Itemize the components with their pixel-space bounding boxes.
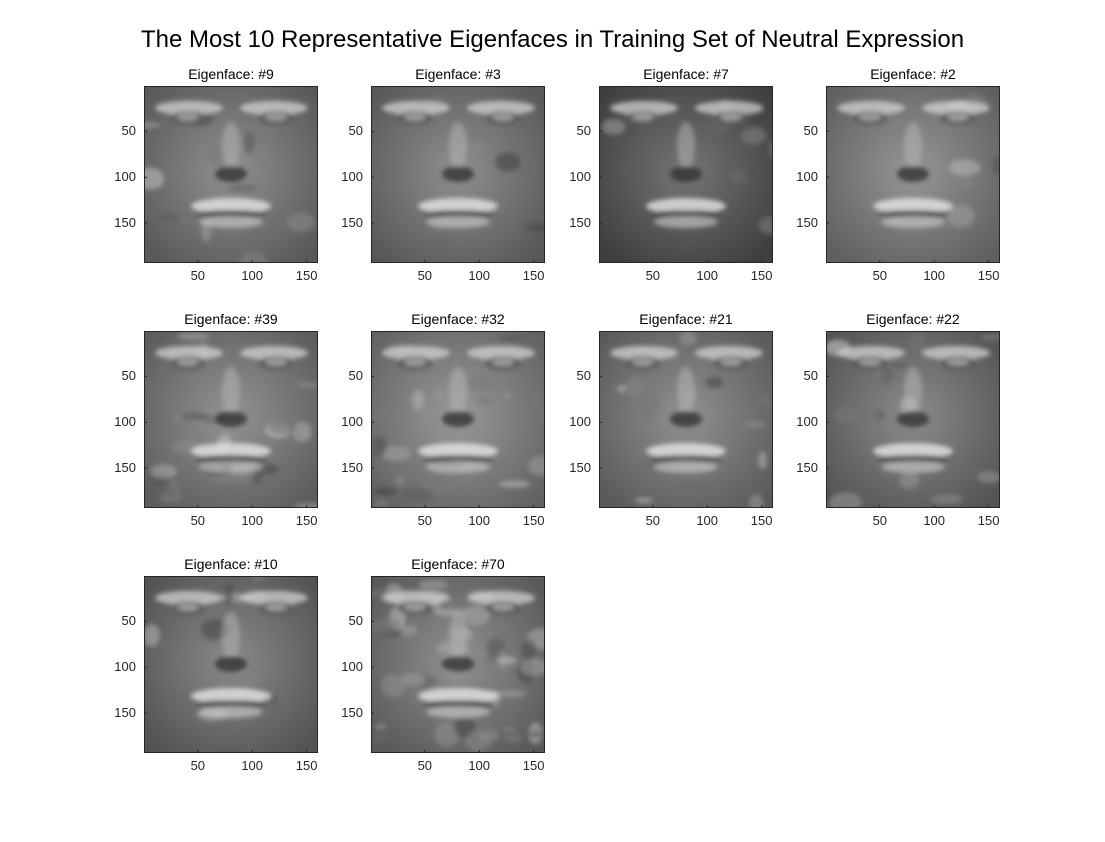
panel-title: Eigenface: #22 (866, 311, 960, 327)
eigenface-image (144, 331, 318, 508)
eigenface-panel: Eigenface: #21 50 100 150 50 100 150 (539, 311, 799, 541)
eigenface-image (371, 576, 545, 753)
panel-title: Eigenface: #3 (415, 66, 501, 82)
x-tick-label: 150 (295, 758, 318, 773)
y-tick-label: 100 (341, 169, 363, 185)
panel-title: Eigenface: #70 (411, 556, 505, 572)
x-tick-label: 50 (190, 268, 206, 283)
x-tick-label: 100 (923, 268, 946, 283)
x-tick-label: 100 (696, 268, 719, 283)
panel-title: Eigenface: #7 (643, 66, 729, 82)
y-tick-label: 50 (803, 123, 818, 139)
x-tick-label: 50 (190, 513, 206, 528)
y-tick-label: 150 (114, 215, 136, 231)
y-tick-label: 150 (341, 705, 363, 721)
eigenface-panel: Eigenface: #9 50 100 150 50 100 150 (84, 66, 344, 296)
y-tick-label: 150 (796, 215, 818, 231)
eigenface-image (371, 86, 545, 263)
eigenface-panel: Eigenface: #3 50 100 150 50 100 150 (311, 66, 571, 296)
eigenface-image (599, 331, 773, 508)
x-tick-label: 50 (417, 758, 433, 773)
y-tick-label: 150 (114, 460, 136, 476)
x-tick-label: 50 (645, 513, 661, 528)
x-tick-label: 50 (872, 268, 888, 283)
x-tick-label: 50 (645, 268, 661, 283)
y-tick-label: 100 (114, 414, 136, 430)
x-tick-label: 50 (190, 758, 206, 773)
eigenface-panel: Eigenface: #2 50 100 150 50 100 150 (766, 66, 1026, 296)
y-tick-label: 100 (341, 659, 363, 675)
x-tick-label: 100 (696, 513, 719, 528)
y-tick-label: 100 (569, 414, 591, 430)
y-tick-label: 50 (121, 368, 136, 384)
eigenface-image (371, 331, 545, 508)
x-tick-label: 50 (872, 513, 888, 528)
y-tick-label: 150 (114, 705, 136, 721)
y-tick-label: 50 (121, 613, 136, 629)
x-tick-label: 100 (468, 513, 491, 528)
y-tick-label: 50 (348, 368, 363, 384)
y-tick-label: 50 (803, 368, 818, 384)
eigenface-panel: Eigenface: #10 50 100 150 50 100 150 (84, 556, 344, 786)
x-tick-label: 50 (417, 513, 433, 528)
panel-title: Eigenface: #10 (184, 556, 278, 572)
x-tick-label: 150 (295, 513, 318, 528)
x-tick-label: 100 (923, 513, 946, 528)
panel-title: Eigenface: #32 (411, 311, 505, 327)
y-tick-label: 150 (569, 460, 591, 476)
y-tick-label: 100 (341, 414, 363, 430)
x-tick-label: 150 (977, 513, 1000, 528)
y-tick-label: 100 (796, 169, 818, 185)
eigenface-panel: Eigenface: #70 50 100 150 50 100 150 (311, 556, 571, 786)
x-tick-label: 150 (750, 268, 773, 283)
eigenface-image (826, 86, 1000, 263)
y-tick-label: 50 (121, 123, 136, 139)
eigenface-image (144, 576, 318, 753)
x-tick-label: 150 (295, 268, 318, 283)
y-tick-label: 150 (341, 215, 363, 231)
x-tick-label: 100 (241, 268, 264, 283)
panel-title: Eigenface: #2 (870, 66, 956, 82)
eigenface-panel: Eigenface: #32 50 100 150 50 100 150 (311, 311, 571, 541)
eigenface-image (599, 86, 773, 263)
x-tick-label: 100 (241, 513, 264, 528)
panel-title: Eigenface: #39 (184, 311, 278, 327)
y-tick-label: 100 (114, 169, 136, 185)
eigenface-image (826, 331, 1000, 508)
x-tick-label: 100 (241, 758, 264, 773)
x-tick-label: 150 (750, 513, 773, 528)
y-tick-label: 150 (569, 215, 591, 231)
y-tick-label: 100 (569, 169, 591, 185)
y-tick-label: 100 (114, 659, 136, 675)
eigenface-panel: Eigenface: #22 50 100 150 50 100 150 (766, 311, 1026, 541)
eigenface-image (144, 86, 318, 263)
panel-title: Eigenface: #9 (188, 66, 274, 82)
y-tick-label: 50 (576, 368, 591, 384)
x-tick-label: 150 (977, 268, 1000, 283)
y-tick-label: 100 (796, 414, 818, 430)
y-tick-label: 50 (348, 123, 363, 139)
y-tick-label: 50 (576, 123, 591, 139)
y-tick-label: 50 (348, 613, 363, 629)
y-tick-label: 150 (796, 460, 818, 476)
eigenface-panel: Eigenface: #39 50 100 150 50 100 150 (84, 311, 344, 541)
x-tick-label: 150 (522, 758, 545, 773)
x-tick-label: 100 (468, 758, 491, 773)
y-tick-label: 150 (341, 460, 363, 476)
x-tick-label: 150 (522, 268, 545, 283)
x-tick-label: 150 (522, 513, 545, 528)
panel-title: Eigenface: #21 (639, 311, 733, 327)
eigenface-panel: Eigenface: #7 50 100 150 50 100 150 (539, 66, 799, 296)
x-tick-label: 50 (417, 268, 433, 283)
figure-title: The Most 10 Representative Eigenfaces in… (140, 26, 965, 53)
x-tick-label: 100 (468, 268, 491, 283)
